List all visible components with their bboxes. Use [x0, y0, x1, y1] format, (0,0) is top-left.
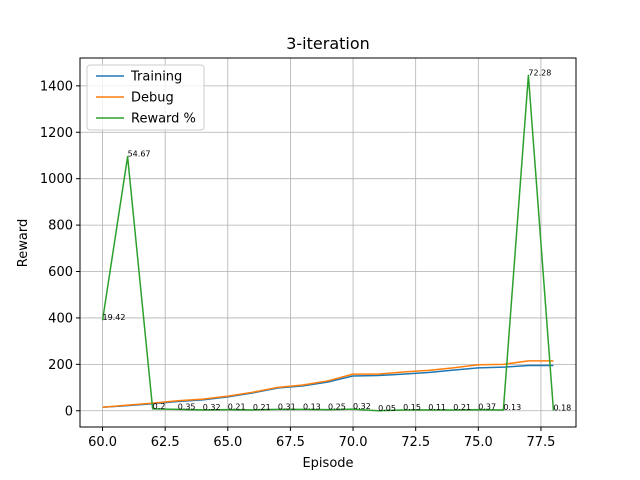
data-label: 0.37 — [478, 403, 496, 412]
x-tick-label: 67.5 — [276, 435, 305, 450]
data-label: 0.35 — [178, 402, 196, 411]
data-label: 0.2 — [153, 402, 166, 411]
y-tick-label: 1200 — [40, 126, 73, 141]
y-tick-label: 200 — [48, 358, 73, 373]
y-tick-label: 800 — [48, 219, 73, 234]
y-tick-label: 1000 — [40, 172, 73, 187]
x-tick-label: 72.5 — [401, 435, 430, 450]
data-label: 54.67 — [128, 150, 151, 159]
x-tick-label: 62.5 — [151, 435, 180, 450]
y-axis-ticks: 0 200 400 600 800 1000 1200 1400 — [40, 79, 80, 419]
legend-label: Training — [130, 70, 182, 85]
data-label: 0.13 — [303, 402, 321, 411]
data-label: 0.32 — [353, 402, 371, 411]
x-tick-label: 70.0 — [339, 435, 368, 450]
data-label: 0.21 — [228, 403, 246, 412]
series-lines — [101, 74, 555, 412]
y-axis-title: Reward — [16, 219, 31, 267]
data-label: 19.42 — [103, 313, 126, 322]
data-label: 0.05 — [378, 404, 396, 413]
y-tick-label: 1400 — [40, 79, 73, 94]
data-label: 0.11 — [428, 403, 446, 412]
x-axis-title: Episode — [302, 456, 353, 471]
data-label: 0.25 — [328, 403, 346, 412]
series-line-debug — [102, 360, 554, 409]
data-label: 72.28 — [528, 68, 551, 77]
series-line-reward — [101, 74, 555, 412]
chart-title: 3-iteration — [286, 34, 370, 53]
x-tick-label: 60.0 — [88, 435, 117, 450]
plot-area-frame — [79, 57, 577, 428]
data-labels: 19.42 54.67 0.2 0.35 0.32 0.21 0.21 0.31 0.13 0.2… — [103, 68, 572, 412]
y-tick-label: 400 — [48, 311, 73, 326]
data-label: 0.15 — [403, 403, 421, 412]
data-label: 0.21 — [453, 403, 471, 412]
data-label: 0.18 — [553, 404, 571, 413]
legend-box — [86, 64, 205, 131]
y-tick-label: 600 — [48, 265, 73, 280]
data-label: 0.13 — [503, 403, 521, 412]
x-tick-label: 77.5 — [526, 435, 555, 450]
data-label: 0.32 — [203, 403, 221, 412]
data-label: 0.31 — [278, 402, 296, 411]
legend-label: Reward % — [131, 112, 196, 127]
legend: Training Debug Reward % — [86, 64, 205, 131]
legend-label: Debug — [131, 91, 174, 106]
x-axis-ticks: 60.0 62.5 65.0 67.5 70.0 72.5 75.0 77.5 — [88, 427, 555, 450]
x-tick-label: 65.0 — [213, 435, 242, 450]
y-tick-label: 0 — [65, 404, 73, 419]
x-tick-label: 75.0 — [464, 435, 493, 450]
data-label: 0.21 — [253, 403, 271, 412]
